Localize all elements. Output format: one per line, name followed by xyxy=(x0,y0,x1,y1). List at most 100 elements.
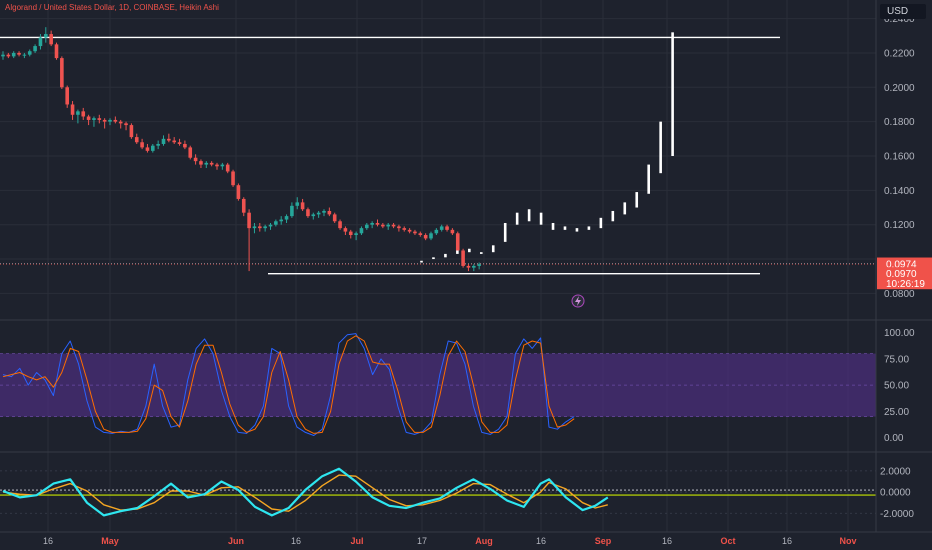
candle-body xyxy=(423,235,428,239)
projection-bar xyxy=(599,217,603,229)
price-tick-label: 0.2000 xyxy=(884,83,915,94)
projection-bar xyxy=(515,212,519,225)
candle-body xyxy=(268,224,273,227)
time-label: Aug xyxy=(475,536,493,546)
price-tick-label: 0.2400 xyxy=(884,14,915,25)
candle-body xyxy=(413,231,417,234)
candle-body xyxy=(86,116,91,120)
stoch-tick-label: 75.00 xyxy=(884,354,909,365)
price-tick-label: 0.0800 xyxy=(884,289,915,300)
projection-bar xyxy=(503,222,507,242)
chart-title: Algorand / United States Dollar, 1D, COI… xyxy=(5,3,219,12)
candle-body xyxy=(466,265,471,268)
candle-body xyxy=(17,52,21,55)
candle-body xyxy=(477,264,481,266)
candle-body xyxy=(348,231,353,236)
time-label: Jul xyxy=(350,536,363,546)
candle-body xyxy=(22,54,27,56)
candle-body xyxy=(44,34,48,38)
candle-body xyxy=(236,185,241,199)
osc-slow-line xyxy=(2,474,608,512)
candle-body xyxy=(60,58,64,88)
projection-bar xyxy=(659,121,662,174)
candle-body xyxy=(322,210,326,213)
candle-body xyxy=(429,233,433,239)
candle-body xyxy=(65,87,69,105)
grid xyxy=(0,0,876,532)
current-price-text: 0.0974 xyxy=(886,260,917,271)
stoch-tick-label: 100.00 xyxy=(884,328,915,339)
candle-body xyxy=(402,228,407,230)
candle-body xyxy=(118,121,123,124)
price-tick-label: 0.1200 xyxy=(884,220,915,231)
candle-body xyxy=(97,118,102,120)
candle-body xyxy=(129,125,134,138)
projection-bar xyxy=(635,192,639,208)
projection-bar xyxy=(527,209,531,222)
stoch-d-line xyxy=(2,335,575,434)
candle-body xyxy=(102,119,107,122)
candle-body xyxy=(76,111,80,115)
last-price-tag xyxy=(877,267,932,290)
candle-body xyxy=(70,104,75,115)
osc-tick-label: -2.0000 xyxy=(880,509,914,520)
candle-body xyxy=(140,142,144,148)
time-label: 16 xyxy=(536,536,546,546)
candle-body xyxy=(274,221,278,225)
projection-bar xyxy=(611,210,615,222)
candle-body xyxy=(92,118,96,120)
candle-body xyxy=(193,157,198,162)
price-tick-label: 0.2200 xyxy=(884,48,915,59)
time-label: 16 xyxy=(662,536,672,546)
projection-bar xyxy=(575,228,579,232)
time-label: Nov xyxy=(839,536,856,546)
projection-bar xyxy=(539,212,543,225)
candle-body xyxy=(290,205,294,217)
currency-button[interactable]: USD xyxy=(880,4,926,19)
candle-body xyxy=(204,162,209,165)
candle-body xyxy=(113,119,118,122)
candle-body xyxy=(38,37,43,47)
level-lines xyxy=(0,36,876,275)
candle-body xyxy=(365,224,369,229)
time-axis: 16 May Jun 16 Jul 17 Aug 16 Sep 16 Oct 16 Nov xyxy=(43,536,857,546)
last-price-text: 0.0970 xyxy=(886,269,917,280)
stoch-k-line xyxy=(2,333,575,436)
projection-bar xyxy=(491,245,495,253)
candle-body xyxy=(461,250,465,266)
candle-body xyxy=(225,164,230,172)
time-label: Sep xyxy=(595,536,612,546)
candle-body xyxy=(386,224,390,227)
projection-bar xyxy=(468,248,471,253)
candle-series xyxy=(1,27,481,272)
candle-body xyxy=(124,123,128,126)
candle-body xyxy=(258,226,262,229)
candle-body xyxy=(81,111,86,117)
candle-body xyxy=(11,52,16,57)
projection-bar xyxy=(563,226,567,230)
stoch-tick-label: 50.00 xyxy=(884,381,909,392)
candle-body xyxy=(220,164,225,167)
time-label: 16 xyxy=(782,536,792,546)
time-label: 16 xyxy=(291,536,301,546)
time-label: 16 xyxy=(43,536,53,546)
projection-bar xyxy=(420,260,423,263)
candle-body xyxy=(183,143,187,148)
projection-bar xyxy=(479,252,483,254)
candle-body xyxy=(354,233,358,236)
projection-bar xyxy=(551,222,555,230)
candle-body xyxy=(295,202,300,206)
candle-body xyxy=(156,143,160,146)
current-price-tag xyxy=(877,257,932,270)
candle-body xyxy=(108,119,112,122)
time-label: May xyxy=(101,536,119,546)
candle-body xyxy=(338,221,342,229)
candle-body xyxy=(1,54,5,57)
candle-body xyxy=(434,229,439,234)
candle-body xyxy=(375,222,380,225)
projection-bar xyxy=(587,226,591,230)
candle-body xyxy=(54,44,59,59)
